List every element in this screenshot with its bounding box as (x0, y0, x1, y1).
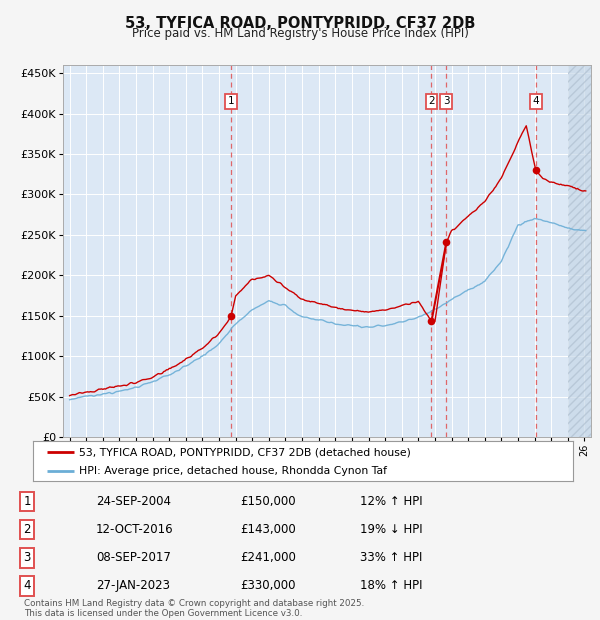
Text: 12-OCT-2016: 12-OCT-2016 (96, 523, 173, 536)
Text: 27-JAN-2023: 27-JAN-2023 (96, 580, 170, 593)
Text: £143,000: £143,000 (240, 523, 296, 536)
Text: £330,000: £330,000 (240, 580, 296, 593)
Text: 12% ↑ HPI: 12% ↑ HPI (360, 495, 422, 508)
Text: 3: 3 (443, 97, 449, 107)
Text: 24-SEP-2004: 24-SEP-2004 (96, 495, 171, 508)
Text: 08-SEP-2017: 08-SEP-2017 (96, 551, 171, 564)
Text: 1: 1 (228, 97, 235, 107)
Text: HPI: Average price, detached house, Rhondda Cynon Taf: HPI: Average price, detached house, Rhon… (79, 466, 387, 476)
Text: 53, TYFICA ROAD, PONTYPRIDD, CF37 2DB: 53, TYFICA ROAD, PONTYPRIDD, CF37 2DB (125, 16, 475, 30)
Bar (568, 65, 591, 437)
Text: 33% ↑ HPI: 33% ↑ HPI (360, 551, 422, 564)
Text: £241,000: £241,000 (240, 551, 296, 564)
Text: 2: 2 (428, 97, 435, 107)
Text: 2: 2 (23, 523, 31, 536)
Text: 4: 4 (23, 580, 31, 593)
Text: 1: 1 (23, 495, 31, 508)
Text: 3: 3 (23, 551, 31, 564)
Text: Price paid vs. HM Land Registry's House Price Index (HPI): Price paid vs. HM Land Registry's House … (131, 27, 469, 40)
Text: Contains HM Land Registry data © Crown copyright and database right 2025.
This d: Contains HM Land Registry data © Crown c… (24, 599, 364, 618)
Text: 19% ↓ HPI: 19% ↓ HPI (360, 523, 422, 536)
Text: 4: 4 (532, 97, 539, 107)
Text: 53, TYFICA ROAD, PONTYPRIDD, CF37 2DB (detached house): 53, TYFICA ROAD, PONTYPRIDD, CF37 2DB (d… (79, 448, 411, 458)
Text: £150,000: £150,000 (240, 495, 296, 508)
Text: 18% ↑ HPI: 18% ↑ HPI (360, 580, 422, 593)
